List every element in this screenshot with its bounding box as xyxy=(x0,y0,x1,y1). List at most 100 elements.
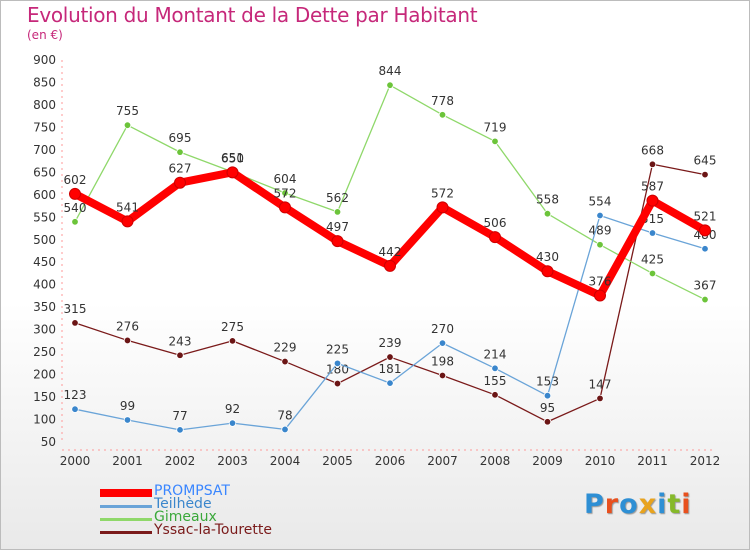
data-point xyxy=(281,357,289,366)
y-tick-label: 850 xyxy=(33,75,56,89)
data-label: 506 xyxy=(484,216,507,230)
data-point xyxy=(331,235,344,248)
logo-letter: r xyxy=(604,489,620,520)
logo-letter: o xyxy=(619,489,639,520)
x-tick-label: 2007 xyxy=(427,454,458,468)
data-label: 778 xyxy=(431,94,454,108)
legend-label: PROMPSAT xyxy=(154,483,230,499)
data-point xyxy=(176,351,184,359)
data-point xyxy=(123,336,132,345)
data-point xyxy=(491,391,499,399)
logo-letter: x xyxy=(638,489,658,520)
y-tick-label: 150 xyxy=(33,390,56,404)
data-point xyxy=(71,405,79,413)
data-point xyxy=(176,426,184,434)
data-label: 181 xyxy=(379,362,402,376)
data-label: 719 xyxy=(484,120,507,134)
legend-swatch xyxy=(100,489,152,497)
data-label: 651 xyxy=(221,151,244,165)
data-label: 572 xyxy=(431,186,454,200)
legend-label: Teilhède xyxy=(154,496,212,512)
data-label: 844 xyxy=(379,64,402,78)
y-tick-label: 350 xyxy=(33,300,56,314)
data-point xyxy=(386,353,394,361)
data-label: 604 xyxy=(274,172,297,186)
data-point xyxy=(596,394,604,403)
data-label: 155 xyxy=(484,374,507,388)
data-point xyxy=(438,111,447,119)
data-label: 315 xyxy=(64,302,87,316)
data-label: 153 xyxy=(536,375,559,389)
data-label: 645 xyxy=(694,154,717,168)
data-label: 562 xyxy=(326,191,349,205)
data-label: 214 xyxy=(484,347,507,361)
x-tick-label: 2003 xyxy=(217,454,248,468)
data-label: 78 xyxy=(277,408,292,422)
y-tick-label: 750 xyxy=(33,120,56,134)
logo-letter: i xyxy=(681,489,692,520)
y-tick-label: 450 xyxy=(33,255,56,269)
y-tick-label: 100 xyxy=(33,413,56,427)
data-point xyxy=(646,194,659,207)
data-label: 602 xyxy=(64,173,87,187)
data-label: 627 xyxy=(169,162,192,176)
data-point xyxy=(226,166,239,179)
x-tick-label: 2012 xyxy=(690,454,721,468)
data-point xyxy=(69,187,81,200)
data-point xyxy=(333,379,342,388)
y-tick-label: 200 xyxy=(33,368,56,382)
data-label: 489 xyxy=(589,224,612,238)
data-label: 229 xyxy=(274,341,297,355)
data-point xyxy=(333,359,342,368)
data-label: 77 xyxy=(172,409,187,423)
y-tick-label: 500 xyxy=(33,233,56,247)
data-point xyxy=(489,231,501,244)
data-label: 198 xyxy=(431,354,454,368)
x-tick-label: 2006 xyxy=(375,454,406,468)
data-point xyxy=(386,379,394,387)
data-label: 650 xyxy=(221,151,244,165)
y-tick-label: 50 xyxy=(41,435,56,449)
legend-swatch xyxy=(100,504,152,508)
x-tick-label: 2011 xyxy=(637,454,668,468)
data-point xyxy=(596,211,604,220)
legend-swatch xyxy=(100,517,152,521)
data-label: 540 xyxy=(64,201,87,215)
y-tick-label: 250 xyxy=(33,345,56,359)
data-point xyxy=(438,371,447,380)
data-point xyxy=(279,201,291,214)
data-point xyxy=(701,245,709,253)
legend-label: Gimeaux xyxy=(154,509,217,525)
y-tick-label: 650 xyxy=(33,165,56,179)
data-point xyxy=(386,81,394,89)
x-tick-label: 2000 xyxy=(60,454,91,468)
data-point xyxy=(648,160,657,168)
x-tick-label: 2004 xyxy=(270,454,301,468)
y-tick-label: 300 xyxy=(33,323,56,337)
data-label: 147 xyxy=(589,377,612,391)
data-label: 243 xyxy=(169,334,192,348)
data-point xyxy=(699,224,711,237)
data-point xyxy=(228,419,237,427)
y-tick-label: 400 xyxy=(33,278,56,292)
data-label: 376 xyxy=(589,274,612,288)
data-label: 668 xyxy=(641,143,664,157)
data-point xyxy=(541,265,554,278)
data-label: 442 xyxy=(379,245,402,259)
data-label: 755 xyxy=(116,104,139,118)
data-label: 554 xyxy=(589,195,612,209)
data-label: 95 xyxy=(540,401,555,415)
data-label: 275 xyxy=(221,320,244,334)
proxiti-logo: Proxiti xyxy=(584,489,692,520)
legend-swatch xyxy=(100,530,152,534)
data-label: 276 xyxy=(116,319,139,333)
x-tick-label: 2009 xyxy=(532,454,563,468)
y-tick-label: 900 xyxy=(33,53,56,67)
data-point xyxy=(543,210,552,218)
data-point xyxy=(121,215,134,228)
data-label: 225 xyxy=(326,342,349,356)
data-point xyxy=(71,218,79,226)
x-tick-label: 2001 xyxy=(112,454,143,468)
